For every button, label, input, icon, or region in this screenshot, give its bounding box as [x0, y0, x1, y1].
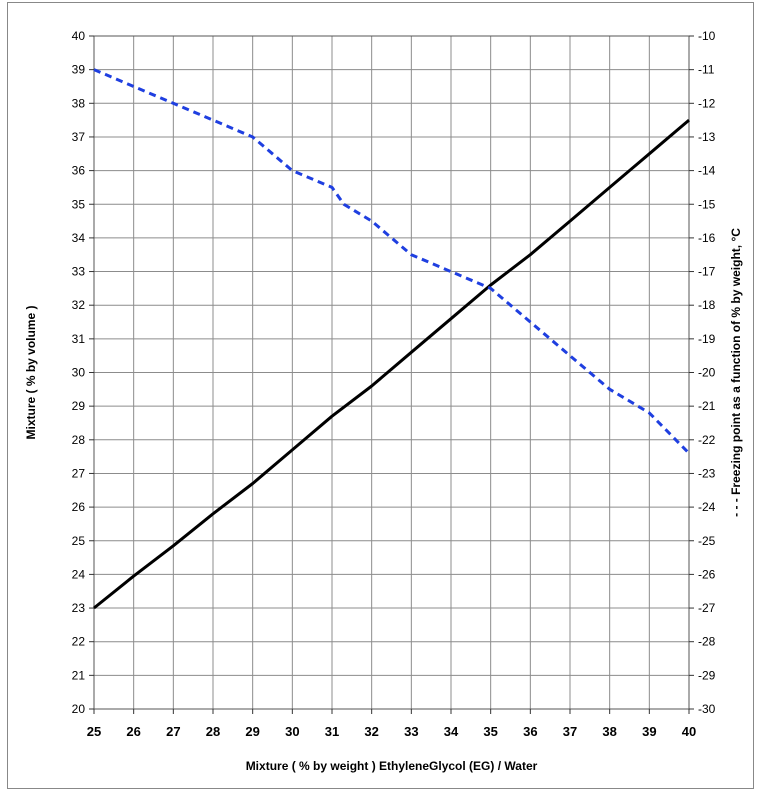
y-left-tick-label: 25 — [72, 534, 86, 548]
y-right-tick-label: -16 — [698, 231, 716, 245]
y-left-tick-label: 21 — [72, 668, 86, 682]
y-right-tick-label: -15 — [698, 197, 716, 211]
y-left-tick-label: 39 — [72, 63, 86, 77]
x-tick-label: 27 — [166, 724, 180, 739]
y-left-tick-label: 35 — [72, 197, 86, 211]
x-tick-label: 37 — [563, 724, 577, 739]
freezing-point-series-line — [93, 68, 691, 455]
chart-frame — [7, 2, 754, 789]
y-axis-left-title: Mixture ( % by volume ) — [24, 305, 38, 439]
y-left-tick-label: 30 — [72, 366, 86, 380]
x-tick-label: 25 — [87, 724, 101, 739]
x-tick-label: 26 — [126, 724, 140, 739]
x-tick-label: 28 — [206, 724, 220, 739]
x-tick-label: 30 — [285, 724, 299, 739]
y-right-tick-label: -27 — [698, 601, 716, 615]
x-tick-label: 36 — [523, 724, 537, 739]
y-left-tick-label: 33 — [72, 265, 86, 279]
y-right-tick-label: -21 — [698, 399, 716, 413]
x-tick-label: 35 — [483, 724, 497, 739]
y-right-tick-label: -24 — [698, 500, 716, 514]
y-axis-right-title: - - - Freezing point as a function of % … — [729, 228, 743, 517]
y-right-tick-label: -22 — [698, 433, 716, 447]
volume-series-line — [93, 118, 690, 610]
x-tick-label: 39 — [642, 724, 656, 739]
y-right-tick-label: -10 — [698, 29, 716, 43]
x-tick-label: 33 — [404, 724, 418, 739]
grid-lines — [93, 35, 690, 710]
y-left-tick-label: 40 — [72, 29, 86, 43]
y-right-tick-label: -30 — [698, 702, 716, 716]
y-right-tick-label: -13 — [698, 130, 716, 144]
y-left-tick-label: 34 — [72, 231, 86, 245]
y-left-tick-label: 26 — [72, 500, 86, 514]
x-tick-label: 38 — [602, 724, 616, 739]
y-right-tick-label: -25 — [698, 534, 716, 548]
y-left-tick-label: 29 — [72, 399, 86, 413]
y-left-tick-label: 31 — [72, 332, 86, 346]
tick-labels: 20 21 22 23 24 25 26 27 28 29 30 31 32 33 34 35 36 37 38 39… — [72, 29, 716, 739]
y-left-tick-label: 22 — [72, 635, 86, 649]
y-right-tick-label: -12 — [698, 96, 716, 110]
y-right-tick-label: -18 — [698, 298, 716, 312]
x-tick-label: 32 — [364, 724, 378, 739]
y-right-tick-label: -14 — [698, 164, 716, 178]
y-left-tick-label: 23 — [72, 601, 86, 615]
series-lines — [93, 68, 691, 610]
y-left-tick-label: 37 — [72, 130, 86, 144]
y-right-tick-label: -26 — [698, 567, 716, 581]
y-left-tick-label: 38 — [72, 96, 86, 110]
y-right-tick-label: -17 — [698, 265, 716, 279]
x-tick-label: 29 — [245, 724, 259, 739]
x-tick-label: 40 — [682, 724, 696, 739]
x-axis-title: Mixture ( % by weight ) EthyleneGlycol (… — [246, 759, 538, 773]
y-right-tick-label: -29 — [698, 668, 716, 682]
y-left-tick-label: 36 — [72, 164, 86, 178]
x-tick-label: 31 — [325, 724, 339, 739]
x-tick-label: 34 — [444, 724, 459, 739]
y-right-tick-label: -19 — [698, 332, 716, 346]
y-right-tick-label: -11 — [698, 63, 715, 77]
y-left-tick-label: 28 — [72, 433, 86, 447]
y-right-tick-label: -23 — [698, 466, 716, 480]
y-left-tick-label: 24 — [72, 567, 86, 581]
y-left-tick-label: 32 — [72, 298, 86, 312]
y-left-tick-label: 27 — [72, 466, 86, 480]
y-right-tick-label: -20 — [698, 366, 716, 380]
y-left-tick-label: 20 — [72, 702, 86, 716]
y-right-tick-label: -28 — [698, 635, 716, 649]
